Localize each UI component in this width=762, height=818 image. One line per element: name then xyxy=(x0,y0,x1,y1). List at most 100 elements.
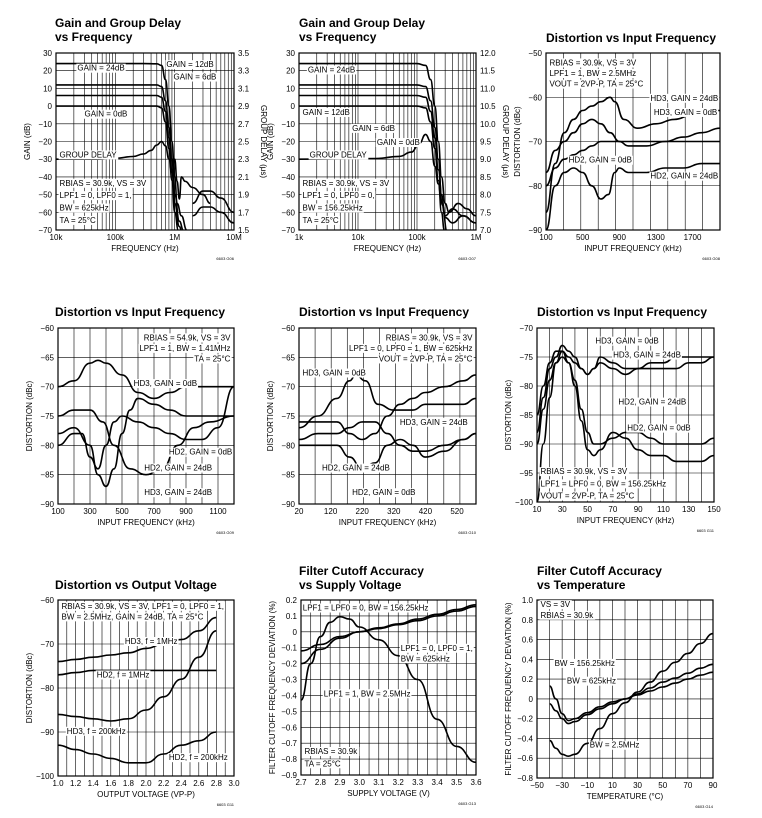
annotation-bg xyxy=(377,354,474,364)
series-line-gain-6db xyxy=(56,94,182,230)
x-tick-label: 1k xyxy=(295,233,304,242)
y-tick-label: −0.7 xyxy=(281,739,297,748)
series-line-hd2-gain-24db xyxy=(546,162,720,230)
series-line-gain-12db-low xyxy=(192,206,234,224)
y2-tick-label: 11.0 xyxy=(480,84,496,93)
annotation: HD3, GAIN = 24dB xyxy=(650,94,718,103)
annotation: BW = 625kHz xyxy=(401,654,450,663)
series-group xyxy=(299,374,476,470)
annotation-bg xyxy=(303,759,342,769)
y-tick-label: 0.4 xyxy=(522,655,534,664)
annotation-bg xyxy=(649,171,720,181)
x-tick-label: 70 xyxy=(683,781,692,790)
annotation-bg xyxy=(539,491,636,501)
series-line-hd3-gain-0db xyxy=(58,359,234,400)
x-tick-label: 420 xyxy=(419,507,433,516)
y-axis-label: FILTER CUTOFF FREQUENCY DEVIATION (%) xyxy=(504,602,513,776)
y-tick-label: −95 xyxy=(519,469,533,478)
x-tick-label: 1300 xyxy=(647,233,665,242)
y-tick-label: −10 xyxy=(38,120,52,129)
y-tick-label: −80 xyxy=(528,182,542,191)
y2-tick-label: 2.7 xyxy=(238,120,250,129)
series-line-group-delay xyxy=(299,133,476,224)
y-tick-label: 0 xyxy=(291,102,296,111)
x-tick-label: 1700 xyxy=(684,233,702,242)
annotation-bg xyxy=(626,423,692,433)
x-axis-label: TEMPERATURE (°C) xyxy=(587,792,664,801)
y-tick-label: −40 xyxy=(281,173,295,182)
series-group xyxy=(58,616,217,764)
x-tick-label: 130 xyxy=(682,505,696,514)
y-tick-label: −90 xyxy=(519,440,533,449)
series-line-hd2-f-1mhz xyxy=(58,669,217,676)
annotation-bg xyxy=(165,60,215,70)
y-tick-label: −75 xyxy=(281,412,295,421)
x-tick-label: 10 xyxy=(533,505,542,514)
x-tick-label: −50 xyxy=(530,781,544,790)
series-group xyxy=(546,96,720,230)
y2-tick-label: 11.5 xyxy=(480,67,496,76)
annotation-bg xyxy=(83,109,129,119)
chart-title: Distortion vs Output Voltage xyxy=(55,578,217,592)
annotation-bg xyxy=(58,191,133,201)
y-tick-label: −0.1 xyxy=(281,644,297,653)
x-tick-label: 3.0 xyxy=(354,778,366,787)
y-axis-label: GAIN (dB) xyxy=(23,123,32,160)
y-tick-label: −60 xyxy=(528,93,542,102)
annotation: LPF1 = 0, LPF0 = 1, xyxy=(401,644,473,653)
y2-tick-label: 2.3 xyxy=(238,155,250,164)
series-line-gain-0db xyxy=(56,105,180,230)
y2-tick-label: 2.9 xyxy=(238,102,250,111)
x-axis-label: INPUT FREQUENCY (kHz) xyxy=(339,518,437,527)
y-tick-label: −85 xyxy=(40,471,54,480)
x-tick-label: 520 xyxy=(450,507,464,516)
y-tick-label: −0.9 xyxy=(281,771,297,780)
x-tick-label: 30 xyxy=(558,505,567,514)
annotation-bg xyxy=(301,107,351,117)
y-tick-label: −100 xyxy=(515,498,534,507)
x-tick-label: 150 xyxy=(707,505,721,514)
y2-tick-label: 9.5 xyxy=(480,138,492,147)
y2-tick-label: 7.5 xyxy=(480,208,492,217)
x-axis-label: FREQUENCY (Hz) xyxy=(354,244,422,253)
x-tick-label: 1M xyxy=(470,233,481,242)
annotation: HD3, GAIN = 0dB xyxy=(595,337,658,346)
annotation: LPF1 = 1, BW = 2.5MHz xyxy=(324,689,411,698)
y-tick-label: −90 xyxy=(281,500,295,509)
chart-g13: 2.7 2.8 2.9 3.0 3.1 3.2 3.3 3.4 3.5 3.6 0.2 0.1 0 −0.… xyxy=(268,596,482,806)
y2-tick-label: 3.5 xyxy=(238,49,250,58)
x-tick-label: 2.0 xyxy=(140,779,152,788)
annotation: HD3, GAIN = 24dB xyxy=(144,488,212,497)
y-tick-label: −10 xyxy=(281,120,295,129)
y-tick-label: −20 xyxy=(38,138,52,147)
y2-tick-label: 1.9 xyxy=(238,191,250,200)
annotation-bg xyxy=(375,138,421,148)
series-line-gain-24db-low xyxy=(192,190,234,214)
y-tick-label: −0.2 xyxy=(281,660,297,669)
annotation: HD3, GAIN = 0dB xyxy=(654,108,717,117)
annotation: HD2, GAIN = 24dB xyxy=(144,464,212,473)
annotation-bg xyxy=(60,612,205,622)
y-tick-label: −70 xyxy=(40,640,54,649)
y2-tick-label: 3.1 xyxy=(238,84,250,93)
plot-frame xyxy=(300,599,477,776)
series-line-hd3-gain-24db xyxy=(299,374,476,441)
y-tick-label: 0 xyxy=(529,695,534,704)
annotation-bg xyxy=(58,203,110,213)
y2-axis-label: GROUP DELAY (μs) xyxy=(501,105,510,178)
y-tick-label: −65 xyxy=(281,353,295,362)
annotation: GROUP DELAY xyxy=(310,150,368,159)
series-group xyxy=(299,62,476,230)
figure-code: 6603 G14 xyxy=(695,804,713,809)
y2-tick-label: 12.0 xyxy=(480,49,496,58)
series-line-gain-24db xyxy=(56,62,188,230)
figure-code: 6603 G09 xyxy=(216,530,234,535)
series-line-hd3-gain-0db xyxy=(537,350,714,416)
annotations: VS = 3V RBIAS = 30.9k BW = 156.25kHz BW = 6… xyxy=(539,600,641,750)
x-tick-labels: 10k 100k 1M 10M xyxy=(50,233,243,242)
x-tick-label: −10 xyxy=(580,781,594,790)
y-tick-label: −80 xyxy=(40,684,54,693)
x-tick-labels: −50 −30 −10 10 30 50 70 90 xyxy=(530,781,718,790)
y-tick-label: 0 xyxy=(293,628,298,637)
figure-code: 6603 G11 xyxy=(697,528,715,533)
